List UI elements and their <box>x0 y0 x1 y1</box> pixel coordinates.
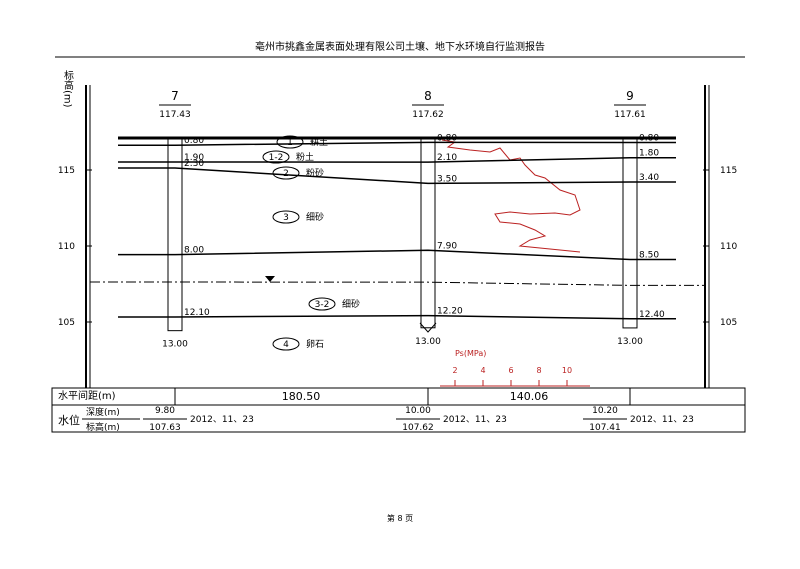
ps-tick: 10 <box>562 366 572 375</box>
layer-circle <box>272 210 300 224</box>
layer-name: 细砂 <box>342 298 360 310</box>
frame <box>51 85 746 433</box>
layer-name: 粉砂 <box>306 167 324 179</box>
water-depth: 9.80 <box>155 406 175 416</box>
depth-label: 2.30 <box>184 159 204 169</box>
spacing-label: 水平间距(m) <box>58 389 116 402</box>
borehole-elevation: 117.62 <box>412 110 444 120</box>
axis-label: 标高(m) <box>62 70 74 108</box>
layer-circle <box>272 337 300 351</box>
spacing: 140.06 <box>510 390 549 403</box>
borehole-id: 7 <box>171 89 179 103</box>
layer-code: 1-2 <box>269 153 284 163</box>
water-elevation: 107.62 <box>402 423 434 433</box>
water-date: 2012、11、23 <box>630 415 694 425</box>
bottom-depth: 13.00 <box>162 340 188 350</box>
depth-label: 12.10 <box>184 308 210 318</box>
water-date: 2012、11、23 <box>190 415 254 425</box>
ps-tick: 4 <box>480 366 485 375</box>
ps-tick: 6 <box>508 366 513 375</box>
borehole <box>420 137 436 329</box>
tick-right: 110 <box>720 242 737 252</box>
layer-name: 卵石 <box>306 339 324 350</box>
depth-label: 2.10 <box>437 153 457 163</box>
borehole <box>167 137 183 332</box>
depth-label: 8.50 <box>639 251 659 261</box>
borehole-elevation: 117.61 <box>614 110 646 120</box>
layer-boundary <box>118 156 676 163</box>
layer-name: 细砂 <box>306 211 324 223</box>
depth-label: 0.80 <box>639 133 659 143</box>
header-title: 亳州市挑鑫金属表面处理有限公司土壤、地下水环境自行监测报告 <box>255 40 545 53</box>
depth-label: 0.80 <box>437 133 457 143</box>
layer-code: 1 <box>287 138 293 148</box>
water-depth: 10.00 <box>405 406 431 416</box>
depth-label: 7.90 <box>437 241 457 251</box>
depth-label: 0.80 <box>184 136 204 146</box>
layer-boundary <box>118 249 676 261</box>
layer-circle <box>272 166 300 180</box>
layer-code: 3 <box>283 213 289 223</box>
depth-label: 1.90 <box>184 153 204 163</box>
depth-label: 1.80 <box>639 149 659 159</box>
depth-label: 3.40 <box>639 173 659 183</box>
layer-circle <box>276 135 304 149</box>
layer-code: 4 <box>283 340 289 350</box>
borehole-id: 9 <box>626 89 634 103</box>
layer-boundary <box>118 167 676 185</box>
ps-label: Ps(MPa) <box>455 349 486 358</box>
layer-boundary <box>118 141 676 146</box>
ps-curve <box>441 139 581 253</box>
layer-circle <box>262 150 290 164</box>
bottom-depth: 13.00 <box>617 337 643 347</box>
borehole-id: 8 <box>424 89 432 103</box>
depth-label: 8.00 <box>184 246 204 256</box>
borehole <box>622 137 638 329</box>
water-depth: 10.20 <box>592 406 618 416</box>
ps-tick: 8 <box>536 366 541 375</box>
spacing: 180.50 <box>282 390 321 403</box>
tick-right: 105 <box>720 318 737 328</box>
depth-label: 12.20 <box>437 307 463 317</box>
water-elevation: 107.41 <box>589 423 621 433</box>
depth-label: 12.40 <box>639 310 665 320</box>
water-table <box>90 281 705 286</box>
bottom-depth: 13.00 <box>415 337 441 347</box>
tick-left: 105 <box>58 318 75 328</box>
layer-code: 2 <box>283 169 289 179</box>
layer-boundary <box>118 314 676 320</box>
borehole-elevation: 117.43 <box>159 110 191 120</box>
tick-left: 115 <box>58 166 75 176</box>
layer-name: 耕土 <box>310 136 328 148</box>
bottom-marker <box>419 322 437 333</box>
layer-code: 3-2 <box>315 300 330 310</box>
depth-label: 3.50 <box>437 174 457 184</box>
water-label: 水位 <box>58 413 80 427</box>
tick-right: 115 <box>720 166 737 176</box>
water-date: 2012、11、23 <box>443 415 507 425</box>
depth-label: 深度(m) <box>86 406 120 418</box>
ps-tick: 2 <box>452 366 457 375</box>
footer: 第 8 页 <box>387 513 413 523</box>
layer-name: 粉土 <box>296 151 314 163</box>
water-elevation: 107.63 <box>149 423 181 433</box>
layer-circle <box>308 297 336 311</box>
water-symbol <box>265 276 275 283</box>
elev-label: 标高(m) <box>86 421 120 433</box>
tick-left: 110 <box>58 242 75 252</box>
